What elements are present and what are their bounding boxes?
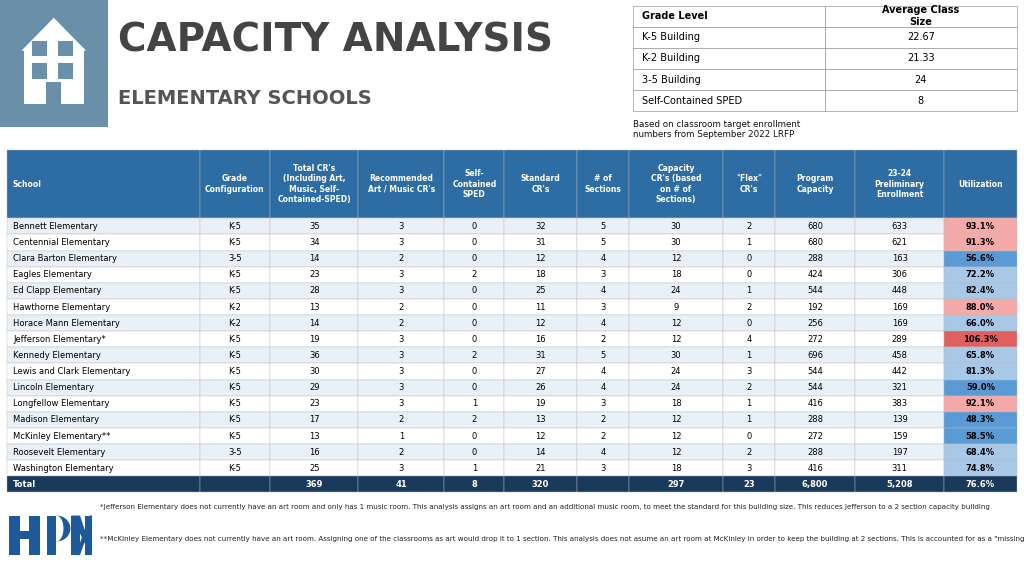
Text: ELEMENTARY SCHOOLS: ELEMENTARY SCHOOLS (118, 89, 372, 108)
Text: **McKinley Elementary does not currently have an art room. Assigning one of the : **McKinley Elementary does not currently… (100, 536, 1024, 542)
Text: *Jefferson Elementary does not currently have an art room and only has 1 music r: *Jefferson Elementary does not currently… (100, 503, 990, 510)
Polygon shape (56, 516, 71, 541)
Text: Based on classroom target enrollment
numbers from September 2022 LRFP: Based on classroom target enrollment num… (633, 120, 800, 139)
Text: CAPACITY ANALYSIS: CAPACITY ANALYSIS (118, 21, 553, 59)
FancyBboxPatch shape (85, 516, 94, 555)
FancyBboxPatch shape (46, 82, 61, 104)
FancyBboxPatch shape (9, 531, 40, 539)
FancyBboxPatch shape (72, 516, 80, 555)
FancyBboxPatch shape (58, 63, 73, 78)
Polygon shape (22, 18, 86, 51)
FancyBboxPatch shape (47, 516, 56, 555)
FancyBboxPatch shape (33, 63, 47, 78)
FancyBboxPatch shape (33, 40, 47, 56)
Polygon shape (76, 516, 94, 555)
FancyBboxPatch shape (0, 0, 108, 127)
Polygon shape (72, 516, 89, 544)
FancyBboxPatch shape (30, 516, 40, 555)
FancyBboxPatch shape (9, 516, 19, 555)
FancyBboxPatch shape (24, 48, 84, 104)
FancyBboxPatch shape (58, 40, 73, 56)
